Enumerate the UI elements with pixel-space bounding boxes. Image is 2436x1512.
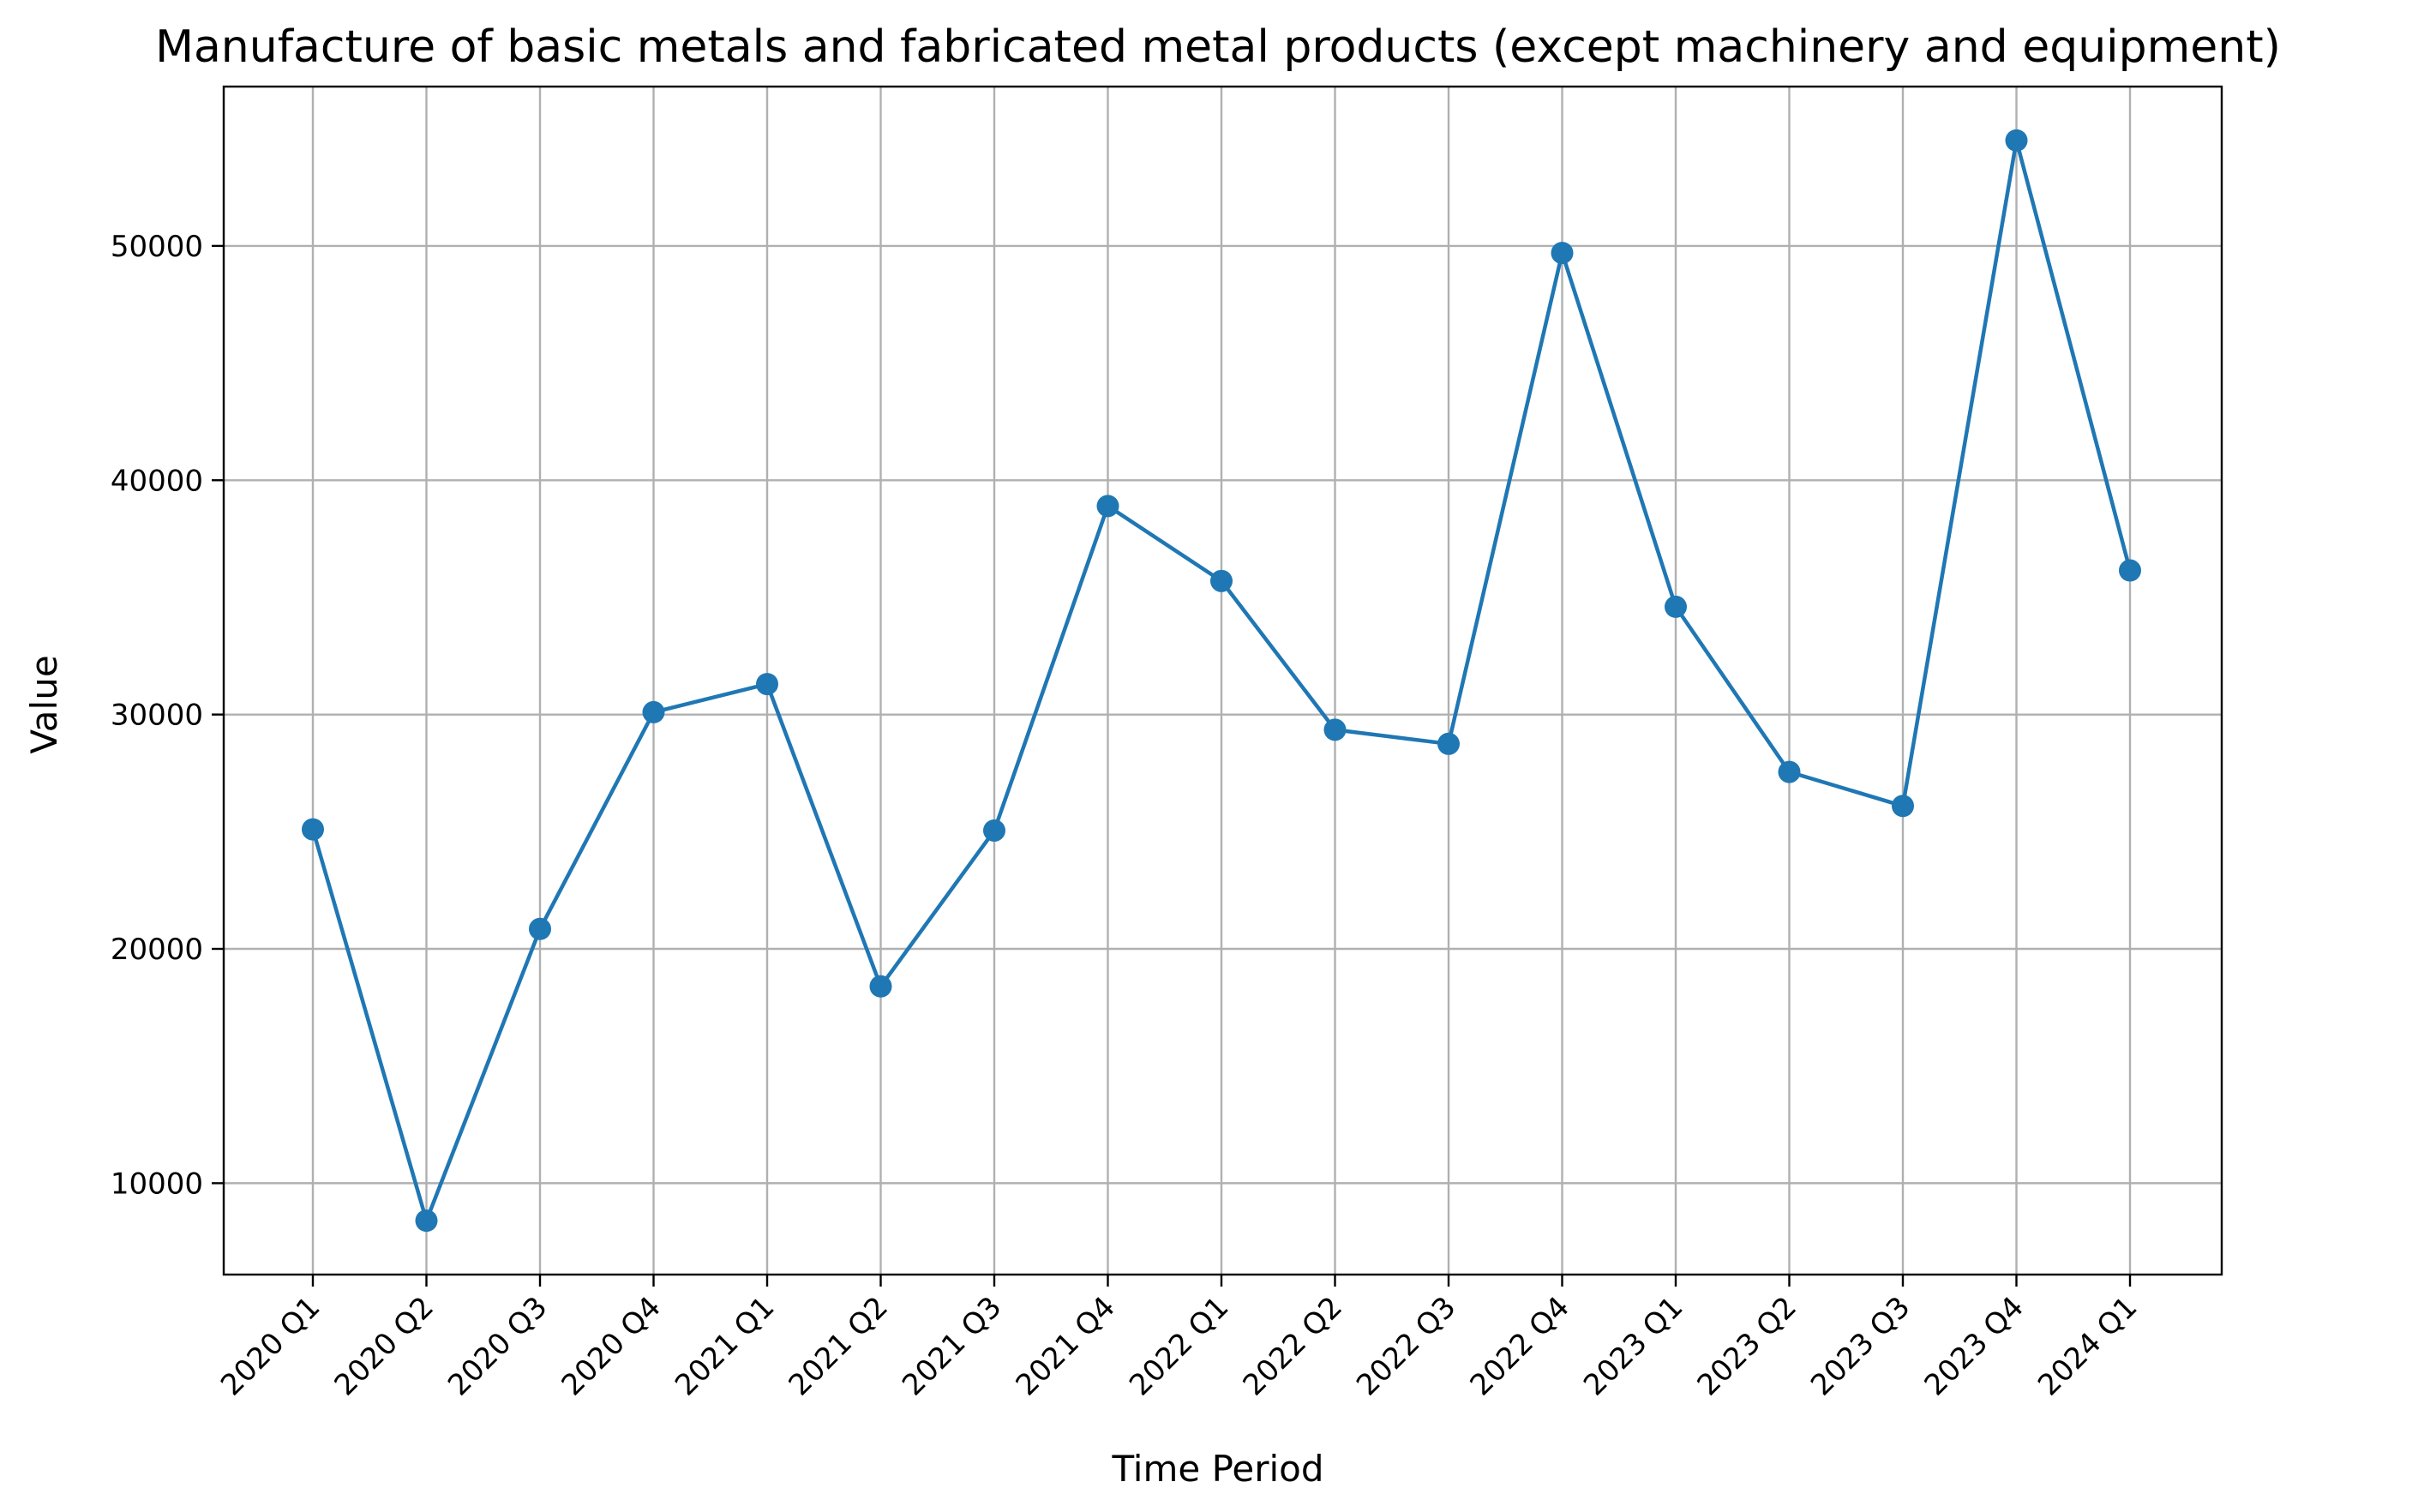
y-tick-label: 40000 bbox=[111, 464, 203, 498]
data-point-2020-q1 bbox=[302, 818, 324, 841]
data-point-2022-q3 bbox=[1437, 732, 1460, 755]
data-point-2021-q4 bbox=[1096, 495, 1119, 518]
series-markers bbox=[302, 129, 2141, 1233]
y-tick-label: 10000 bbox=[111, 1167, 203, 1201]
data-point-2023-q1 bbox=[1665, 595, 1687, 618]
grid-lines bbox=[224, 87, 2222, 1275]
data-point-2022-q1 bbox=[1210, 569, 1233, 592]
data-point-2020-q3 bbox=[529, 917, 551, 940]
data-point-2023-q2 bbox=[1778, 760, 1801, 783]
data-point-2022-q4 bbox=[1551, 242, 1574, 265]
data-point-2021-q2 bbox=[869, 975, 892, 998]
y-tick-label: 30000 bbox=[111, 699, 203, 733]
data-point-2023-q4 bbox=[2005, 129, 2028, 152]
data-point-2020-q2 bbox=[415, 1209, 438, 1233]
x-axis-label: Time Period bbox=[1111, 1448, 1323, 1490]
y-axis-label: Value bbox=[23, 655, 65, 753]
y-tick-label: 20000 bbox=[111, 933, 203, 967]
data-point-2023-q3 bbox=[1892, 795, 1914, 818]
data-point-2021-q3 bbox=[983, 819, 1005, 842]
chart-title: Manufacture of basic metals and fabricat… bbox=[155, 21, 2281, 73]
data-point-2022-q2 bbox=[1323, 718, 1347, 741]
data-point-2024-q1 bbox=[2119, 559, 2141, 582]
data-point-2021-q1 bbox=[756, 673, 778, 696]
plot-area-frame bbox=[222, 85, 2223, 1276]
data-point-2020-q4 bbox=[642, 700, 665, 723]
y-tick-label: 50000 bbox=[111, 230, 203, 264]
